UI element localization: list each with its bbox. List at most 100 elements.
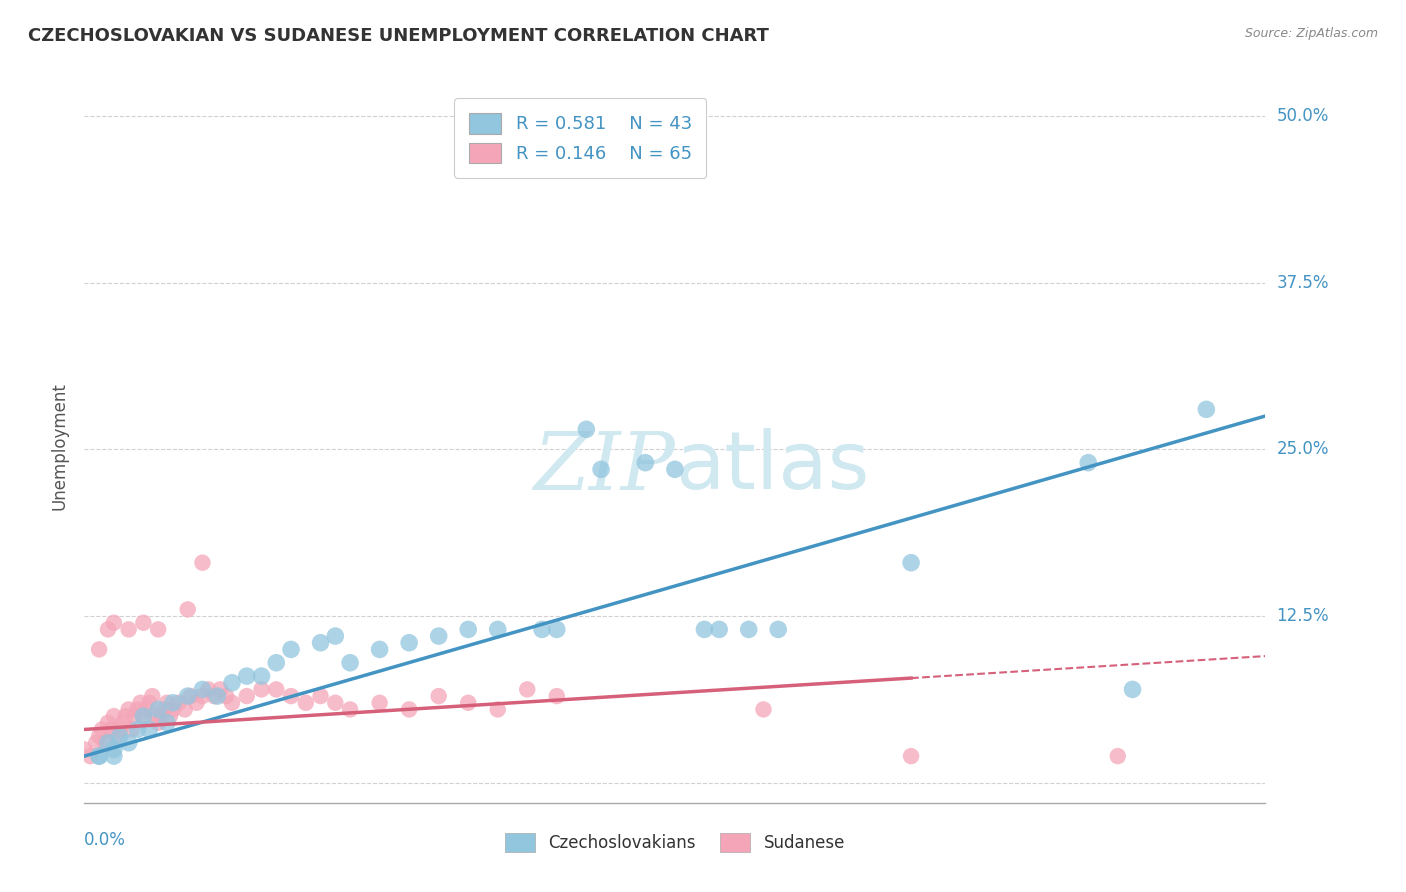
Point xyxy=(97,715,120,730)
Point xyxy=(215,689,238,703)
Point xyxy=(97,623,120,637)
Point xyxy=(103,709,125,723)
Point xyxy=(162,696,184,710)
Point xyxy=(235,689,259,703)
Point xyxy=(141,689,163,703)
Point xyxy=(250,682,273,697)
Text: CZECHOSLOVAKIAN VS SUDANESE UNEMPLOYMENT CORRELATION CHART: CZECHOSLOVAKIAN VS SUDANESE UNEMPLOYMENT… xyxy=(28,27,769,45)
Point xyxy=(100,723,122,737)
Point xyxy=(103,742,125,756)
Point xyxy=(209,682,232,697)
Point xyxy=(530,623,553,637)
Point xyxy=(1077,456,1099,470)
Text: ZIP: ZIP xyxy=(533,429,675,506)
Point xyxy=(129,696,152,710)
Point xyxy=(900,556,922,570)
Point xyxy=(516,682,538,697)
Point xyxy=(738,623,761,637)
Text: 37.5%: 37.5% xyxy=(1277,274,1329,292)
Point xyxy=(108,729,131,743)
Point xyxy=(91,723,114,737)
Point xyxy=(309,689,332,703)
Text: atlas: atlas xyxy=(675,428,869,507)
Point xyxy=(427,689,450,703)
Point xyxy=(118,702,141,716)
Point xyxy=(162,702,184,716)
Point xyxy=(191,556,214,570)
Point xyxy=(135,702,157,716)
Point xyxy=(486,702,509,716)
Point xyxy=(103,749,125,764)
Point xyxy=(79,749,101,764)
Point xyxy=(148,623,170,637)
Text: 50.0%: 50.0% xyxy=(1277,107,1329,125)
Point xyxy=(634,456,657,470)
Point xyxy=(177,602,200,616)
Point xyxy=(1195,402,1218,417)
Text: 12.5%: 12.5% xyxy=(1277,607,1329,625)
Point xyxy=(546,689,568,703)
Point xyxy=(1122,682,1144,697)
Point xyxy=(159,709,181,723)
Point xyxy=(94,736,117,750)
Text: Source: ZipAtlas.com: Source: ZipAtlas.com xyxy=(1244,27,1378,40)
Point xyxy=(138,696,160,710)
Point xyxy=(368,642,391,657)
Point xyxy=(202,689,225,703)
Point xyxy=(486,623,509,637)
Point xyxy=(111,715,134,730)
Point xyxy=(250,669,273,683)
Point xyxy=(156,715,179,730)
Point xyxy=(280,642,302,657)
Point xyxy=(132,709,155,723)
Point xyxy=(173,702,195,716)
Point xyxy=(114,709,136,723)
Point xyxy=(87,749,111,764)
Point xyxy=(87,729,111,743)
Point xyxy=(84,736,107,750)
Point xyxy=(191,682,214,697)
Point xyxy=(127,702,149,716)
Point xyxy=(398,636,420,650)
Point xyxy=(121,723,143,737)
Point xyxy=(398,702,420,716)
Point xyxy=(197,682,219,697)
Point xyxy=(339,656,361,670)
Point xyxy=(768,623,790,637)
Point xyxy=(309,636,332,650)
Point xyxy=(264,682,288,697)
Point xyxy=(156,696,179,710)
Point xyxy=(148,702,170,716)
Point xyxy=(105,729,128,743)
Point xyxy=(264,656,288,670)
Point xyxy=(186,696,208,710)
Legend: Czechoslovakians, Sudanese: Czechoslovakians, Sudanese xyxy=(498,826,852,859)
Point xyxy=(191,689,214,703)
Point xyxy=(323,696,347,710)
Point xyxy=(664,462,686,476)
Point xyxy=(427,629,450,643)
Point xyxy=(143,709,166,723)
Point xyxy=(87,749,111,764)
Point xyxy=(150,709,173,723)
Point xyxy=(693,623,716,637)
Point xyxy=(295,696,318,710)
Point xyxy=(205,689,228,703)
Point xyxy=(177,689,200,703)
Text: 0.0%: 0.0% xyxy=(84,831,127,849)
Point xyxy=(546,623,568,637)
Point xyxy=(591,462,613,476)
Point xyxy=(368,696,391,710)
Point xyxy=(118,736,141,750)
Point xyxy=(180,689,202,703)
Text: 25.0%: 25.0% xyxy=(1277,441,1329,458)
Point xyxy=(575,422,598,436)
Point xyxy=(138,723,160,737)
Point xyxy=(457,623,479,637)
Point xyxy=(339,702,361,716)
Point xyxy=(457,696,479,710)
Point xyxy=(235,669,259,683)
Point xyxy=(323,629,347,643)
Point xyxy=(153,702,176,716)
Point xyxy=(73,742,96,756)
